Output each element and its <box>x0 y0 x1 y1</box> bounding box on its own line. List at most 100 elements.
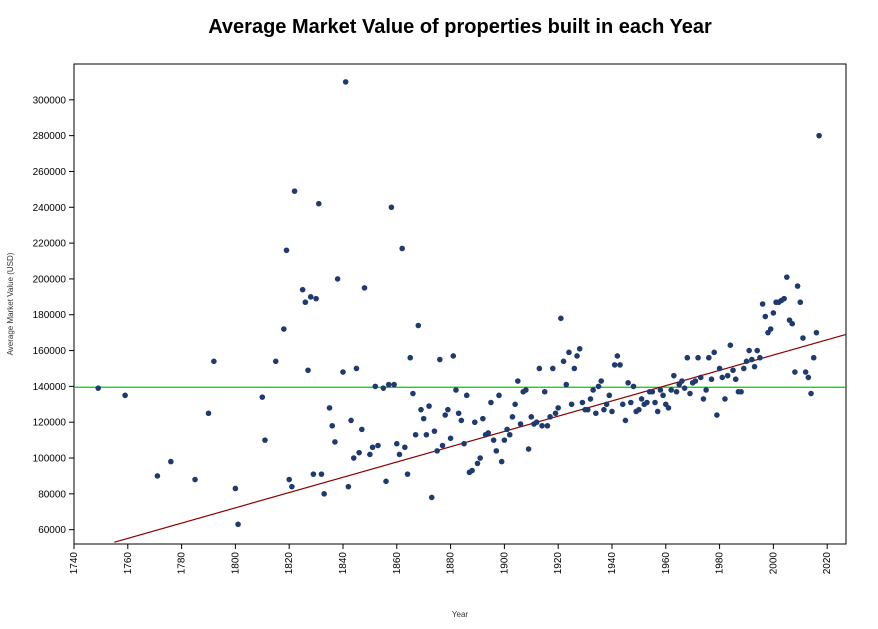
x-tick-label: 1820 <box>284 552 295 575</box>
data-point <box>399 245 405 252</box>
data-point <box>396 451 403 458</box>
data-point <box>471 419 478 426</box>
data-point <box>283 247 290 254</box>
data-point <box>348 417 354 424</box>
data-point <box>350 455 357 461</box>
data-point <box>601 406 607 413</box>
data-point <box>566 349 572 356</box>
data-point <box>525 446 532 452</box>
data-point <box>469 467 475 474</box>
data-point <box>673 388 680 395</box>
data-point <box>407 354 414 361</box>
data-point <box>262 437 268 443</box>
data-point <box>805 374 812 381</box>
data-point <box>684 354 691 361</box>
data-point <box>95 385 102 391</box>
data-point <box>461 440 467 447</box>
data-point <box>318 471 325 477</box>
x-axis-title: Year <box>452 610 469 619</box>
data-point <box>584 406 591 413</box>
x-tick-label: 1980 <box>715 552 726 575</box>
data-point <box>302 299 309 306</box>
data-point <box>299 286 306 293</box>
data-point <box>751 363 758 370</box>
data-point <box>719 374 726 381</box>
data-point <box>628 399 634 406</box>
data-point <box>307 294 314 300</box>
data-point <box>329 422 336 429</box>
y-axis: 60000 80000 100000 120000 140000 160000 180000… <box>33 95 74 536</box>
data-point <box>372 383 379 390</box>
data-point <box>794 283 801 289</box>
data-point <box>547 414 553 420</box>
data-point <box>716 365 723 372</box>
data-point <box>496 392 502 399</box>
data-point <box>571 365 578 372</box>
data-point <box>703 387 709 393</box>
data-point <box>587 396 594 402</box>
y-tick-label: 200000 <box>33 274 67 285</box>
data-point <box>380 385 387 391</box>
data-point <box>493 448 500 454</box>
data-point <box>477 455 483 461</box>
data-point <box>657 387 664 393</box>
data-point <box>291 188 298 194</box>
data-point <box>813 329 820 336</box>
x-tick-label: 1900 <box>499 552 510 575</box>
data-point <box>192 476 198 483</box>
y-tick-label: 120000 <box>33 418 67 429</box>
plot-frame <box>73 63 847 545</box>
data-point <box>622 417 629 424</box>
data-points <box>95 79 822 528</box>
trend-line <box>114 333 847 543</box>
data-point <box>544 422 551 429</box>
data-point <box>211 358 217 365</box>
data-point <box>506 431 513 438</box>
data-point <box>797 299 804 306</box>
chart-title: Average Market Value of properties built… <box>208 16 712 38</box>
data-point <box>743 358 750 365</box>
data-point <box>738 388 744 395</box>
y-tick-label: 80000 <box>38 489 66 500</box>
data-point <box>687 390 693 397</box>
y-tick-label: 140000 <box>33 382 67 393</box>
data-point <box>515 378 521 384</box>
data-point <box>154 473 161 479</box>
data-point <box>418 406 424 413</box>
data-point <box>730 367 736 374</box>
data-point <box>439 442 446 449</box>
data-point <box>310 471 317 477</box>
data-point <box>722 396 728 402</box>
data-point <box>523 387 529 393</box>
data-point <box>490 437 497 443</box>
data-point <box>619 401 626 408</box>
data-point <box>383 478 389 485</box>
data-point <box>122 392 128 399</box>
data-point <box>692 378 699 384</box>
data-point <box>404 471 411 477</box>
data-point <box>802 369 809 375</box>
data-point <box>426 403 432 409</box>
data-point <box>367 451 373 458</box>
data-point <box>555 405 561 411</box>
data-point <box>272 358 279 365</box>
x-tick-label: 1740 <box>69 552 80 575</box>
data-point <box>334 276 341 282</box>
data-point <box>305 367 311 374</box>
reference-lines <box>74 333 847 543</box>
data-point <box>463 392 470 399</box>
data-point <box>393 440 400 447</box>
data-point <box>740 365 747 372</box>
data-point <box>697 374 704 381</box>
y-tick-label: 260000 <box>33 167 67 178</box>
y-tick-label: 180000 <box>33 310 67 321</box>
data-point <box>732 376 739 383</box>
data-point <box>168 458 174 465</box>
x-tick-label: 1880 <box>446 552 457 575</box>
data-point <box>359 426 365 433</box>
data-point <box>326 405 333 411</box>
data-point <box>593 410 599 417</box>
data-point <box>450 353 457 359</box>
data-point <box>428 494 435 501</box>
data-point <box>770 310 777 316</box>
